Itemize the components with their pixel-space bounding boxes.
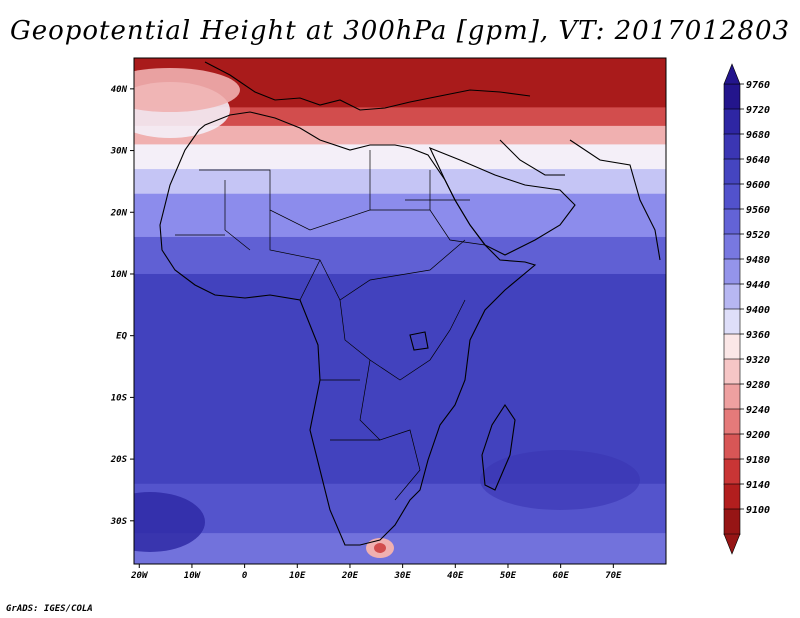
colorbar-label: 9280 [746,380,770,391]
country-borders [175,150,486,501]
y-tick-label: EQ [116,332,127,342]
africa-outline [159,111,537,546]
colorbar-swatch [723,508,741,535]
field-band-9 [134,533,666,564]
colorbar-label: 9400 [746,305,770,316]
colorbar-label: 9180 [746,455,770,466]
colorbar-label: 9440 [746,280,770,291]
lake-victoria [409,331,429,351]
x-tick-label: 50E [500,571,517,581]
india-outline [569,139,661,261]
field-band-3 [134,144,666,171]
madagascar-outline [481,403,516,491]
colorbar-swatch [723,358,741,385]
x-tick-label: 30E [394,571,412,581]
colorbar-swatch [723,158,741,185]
west-ridge-pink [134,68,240,112]
arabia-outline [428,146,576,256]
cold-core-south-africa [374,543,386,553]
plot-frame [133,57,667,565]
colorbar-label: 9560 [746,205,770,216]
field-band-1 [134,107,666,127]
colorbar-swatch [723,233,741,260]
field-features [134,68,640,558]
coastlines [159,61,661,546]
y-tick-label: 30N [110,147,128,157]
colorbar-swatch [723,458,741,485]
height-field [134,58,666,564]
colorbar-swatch [723,133,741,160]
colorbar-swatch [723,383,741,410]
colorbar-label: 9640 [746,155,770,166]
map-title: Geopotential Height at 300hPa [gpm], VT:… [9,16,791,46]
y-tick-label: 40N [111,85,128,95]
colorbar-label: 9360 [746,330,770,341]
field-band-7 [134,273,666,485]
colorbar-label: 9100 [746,505,770,516]
colorbar-label: 9320 [746,355,770,366]
east-indian-blue [480,450,640,510]
persian-gulf-coast [499,139,565,176]
colorbar-label: 9600 [746,180,770,191]
x-tick-label: 40E [447,571,464,581]
europe-coast [204,61,531,111]
colorbar-label: 9520 [746,230,770,241]
x-tick-label: 20E [341,571,359,581]
y-tick-label: 20S [110,455,128,465]
colorbar-swatch [723,258,741,285]
field-band-6 [134,236,666,275]
y-tick-label: 10S [111,393,128,403]
colorbar-swatch [723,308,741,335]
colorbar-bottom-arrow [723,533,741,555]
colorbar-swatch [723,408,741,435]
colorbar-swatch [723,83,741,110]
y-tick-label: 30S [110,517,128,527]
colorbar-label: 9480 [746,255,770,266]
x-tick-label: 10E [289,571,306,581]
colorbar: 9760 9720 9680 9640 9600 9560 9520 9480 9440 9400… [723,63,770,555]
colorbar-label: 9240 [746,405,770,416]
axes: 20W 10W 0 10E 20E 30E 40E 50E 60E 70E 40N 30N 20N 10N… [110,85,622,581]
colorbar-label: 9200 [746,430,770,441]
y-tick-label: 20N [110,208,128,218]
colorbar-swatch [723,483,741,510]
colorbar-swatch [723,108,741,135]
colorbar-label: 9140 [746,480,770,491]
colorbar-label: 9680 [746,130,770,141]
low-southwest-atlantic [134,492,205,552]
y-tick-label: 10N [111,270,128,280]
x-tick-label: 20W [130,571,149,581]
field-band-5 [134,193,666,238]
colorbar-label: 9760 [746,80,770,91]
colorbar-label: 9720 [746,105,770,116]
x-tick-label: 70E [605,571,622,581]
colorbar-swatch [723,208,741,235]
colorbar-swatch [723,333,741,360]
colorbar-swatch [723,433,741,460]
x-tick-label: 0 [242,571,248,581]
x-tick-label: 60E [553,571,570,581]
x-tick-label: 10W [184,571,202,581]
colorbar-swatch [723,283,741,310]
field-band-4 [134,169,666,195]
colorbar-swatch [723,183,741,210]
credit-label: GrADS: IGES/COLA [6,604,93,614]
colorbar-top-arrow [723,63,741,85]
field-band-2 [134,125,666,146]
